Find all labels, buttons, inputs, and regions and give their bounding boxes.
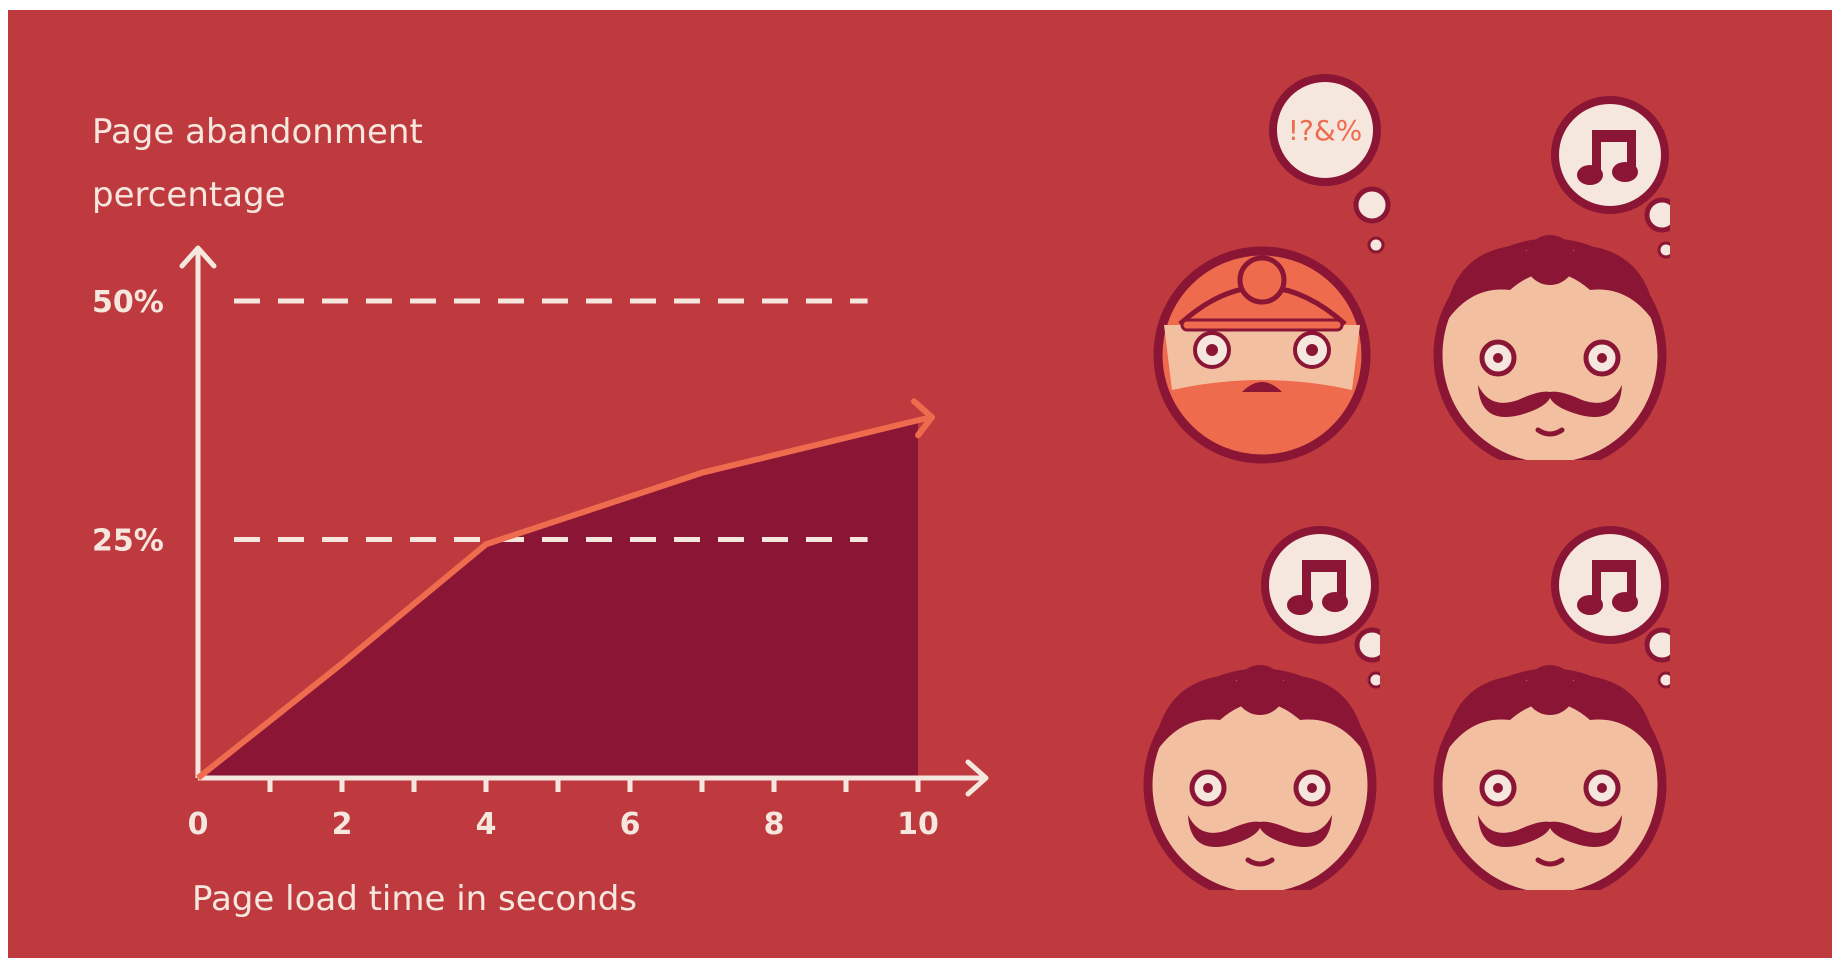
thought-bubble bbox=[1269, 74, 1381, 186]
x-tick-label: 2 bbox=[332, 807, 353, 842]
frown bbox=[1242, 382, 1282, 392]
thought-bubble-tiny bbox=[1367, 236, 1385, 254]
series-arrow bbox=[911, 398, 935, 439]
pupil-right bbox=[1306, 344, 1318, 356]
thought-text: !?&% bbox=[1288, 114, 1363, 147]
thought-bubble-small bbox=[1353, 186, 1391, 224]
y-tick-label: 25% bbox=[92, 524, 164, 559]
x-axis-arrow bbox=[965, 759, 989, 797]
x-axis-label: Page load time in seconds bbox=[192, 879, 637, 919]
pupil-left bbox=[1206, 344, 1218, 356]
y-axis-label-line2: percentage bbox=[92, 175, 286, 215]
x-tick-label: 0 bbox=[188, 807, 209, 842]
y-axis-arrow bbox=[179, 245, 217, 269]
x-tick-label: 6 bbox=[620, 807, 641, 842]
hair-curl bbox=[1237, 255, 1287, 305]
face-frustrated: !?&% bbox=[1153, 74, 1391, 464]
plot-area: 25% 50% 0 2 4 6 8 10 bbox=[92, 245, 989, 842]
x-tick-label: 10 bbox=[897, 807, 939, 842]
x-tick-label: 8 bbox=[764, 807, 785, 842]
y-tick-label: 50% bbox=[92, 285, 164, 320]
x-tick-label: 4 bbox=[476, 807, 497, 842]
y-axis-label-line1: Page abandonment bbox=[92, 112, 423, 152]
brow-bar bbox=[1180, 318, 1344, 332]
area-fill bbox=[198, 420, 918, 778]
